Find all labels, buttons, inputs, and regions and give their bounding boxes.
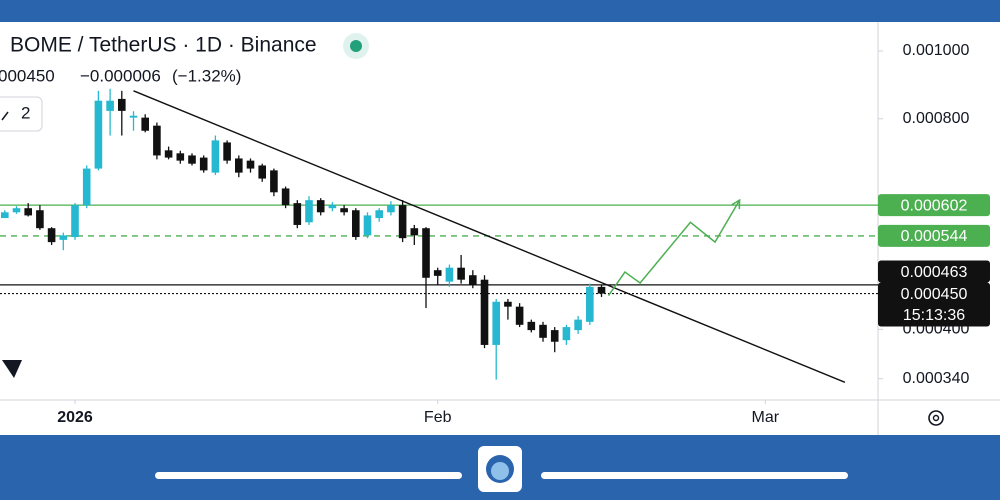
status-dot xyxy=(350,40,362,52)
candle-body xyxy=(316,200,325,213)
candle-body xyxy=(153,125,161,156)
last-price: 000450 xyxy=(0,66,55,85)
candle-body xyxy=(270,170,278,193)
chart-title: BOME / TetherUS · 1D · Binance xyxy=(10,34,317,57)
price-change-pct: (−1.32%) xyxy=(172,66,241,85)
trendline xyxy=(133,90,846,383)
candle-body xyxy=(12,208,21,213)
x-tick-label: Feb xyxy=(424,409,452,426)
candle-body xyxy=(0,212,9,219)
candle-body xyxy=(199,157,208,171)
candle-body xyxy=(36,210,44,229)
candle-body xyxy=(527,321,536,331)
indicator-toggle[interactable] xyxy=(0,96,43,132)
candle-body xyxy=(223,142,231,161)
candle-body xyxy=(375,210,384,219)
projection-path xyxy=(607,199,741,297)
candle-body xyxy=(562,327,571,341)
candle-body xyxy=(118,98,126,111)
candle-body xyxy=(480,279,489,345)
y-tick-label: 0.000800 xyxy=(903,110,970,127)
settings-gear xyxy=(928,410,944,426)
settings-gear-center xyxy=(932,414,940,422)
candle-body xyxy=(469,275,477,285)
candle-body xyxy=(574,319,582,331)
plot xyxy=(0,88,878,383)
candle-body xyxy=(515,306,524,325)
candle-body xyxy=(24,208,32,216)
candle-body xyxy=(211,140,220,173)
candle-body xyxy=(188,155,196,164)
countdown: 15:13:36 xyxy=(903,307,965,324)
candle-body xyxy=(293,203,302,225)
price-change: −0.000006 xyxy=(80,66,161,85)
y-tick-label: 0.001000 xyxy=(903,42,970,59)
candle-body xyxy=(141,117,150,131)
candle-body xyxy=(352,210,360,238)
candle-body xyxy=(586,286,594,322)
x-tick-label: 2026 xyxy=(57,409,93,426)
candle-body xyxy=(305,200,313,223)
projection-arrowhead xyxy=(731,198,741,210)
candle-body xyxy=(328,205,337,209)
candle-body xyxy=(47,228,56,243)
x-tick-label: Mar xyxy=(752,409,780,426)
candle-body xyxy=(492,301,501,345)
candle-body xyxy=(445,267,454,282)
candle-body xyxy=(71,205,79,238)
candle-body xyxy=(164,150,173,158)
candle-body xyxy=(550,330,559,342)
nav-icon-core xyxy=(491,462,509,480)
candle-body xyxy=(504,301,512,307)
price-label-box xyxy=(878,282,990,327)
price-label-box xyxy=(878,224,990,247)
logo xyxy=(2,360,22,378)
price-label: 0.000544 xyxy=(901,228,968,245)
candle-body xyxy=(340,208,348,213)
candle-body xyxy=(258,165,267,179)
candle-body xyxy=(82,168,91,206)
y-tick-label: 0.000340 xyxy=(903,370,970,387)
candle-body xyxy=(246,160,255,169)
candle-body xyxy=(410,228,419,236)
candle-body xyxy=(363,215,372,236)
price-label: 0.000602 xyxy=(901,197,968,214)
nav-pill-left xyxy=(155,472,462,479)
candle-body xyxy=(129,115,138,118)
price-label: 0.000463 xyxy=(901,264,968,281)
candle-body xyxy=(398,205,407,239)
candle-body xyxy=(235,158,243,173)
candle-body xyxy=(433,270,442,276)
price-label: 0.000450 xyxy=(901,286,968,303)
candle-body xyxy=(281,188,290,206)
candle-body xyxy=(539,324,547,338)
candle-body xyxy=(176,153,185,161)
candle-body xyxy=(457,267,465,280)
candle-body xyxy=(59,235,68,240)
candle-body xyxy=(94,100,103,169)
candle-body xyxy=(387,205,395,213)
toggle-icon xyxy=(1,111,9,121)
indicator-count: 2 xyxy=(21,103,30,122)
chart-area xyxy=(0,22,1000,435)
settings-button[interactable] xyxy=(928,410,944,426)
price-label-box xyxy=(878,194,990,217)
candle-body xyxy=(106,100,114,111)
candle-body xyxy=(422,228,430,278)
price-label-box xyxy=(878,260,990,283)
candle-body xyxy=(597,286,606,294)
nav-pill-right xyxy=(541,472,848,479)
